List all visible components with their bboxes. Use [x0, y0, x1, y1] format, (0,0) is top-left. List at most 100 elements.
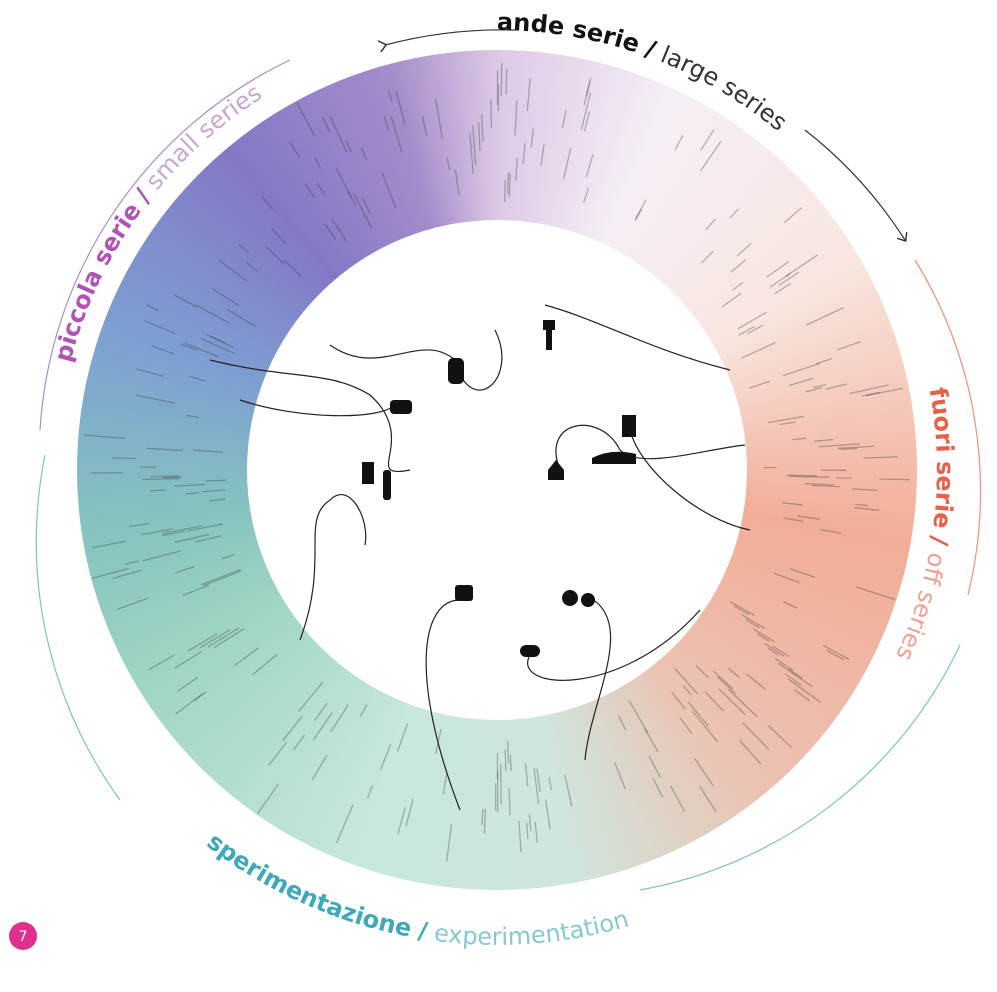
ring-text-stroke: [856, 587, 895, 600]
ring-text-stroke: [183, 585, 209, 595]
ring-text-stroke: [767, 261, 789, 277]
ring-text-stroke: [737, 243, 751, 256]
ring-text-stroke: [812, 485, 840, 486]
ring-text-stroke: [549, 777, 551, 790]
ring-text-stroke: [422, 116, 426, 136]
ring-text-stroke: [145, 321, 175, 334]
ring-text-stroke: [175, 295, 197, 307]
ring-text-stroke: [331, 704, 348, 732]
ring-text-stroke: [795, 690, 810, 701]
ring-text-stroke: [213, 289, 239, 306]
ring-text-stroke: [862, 392, 880, 396]
ring-text-stroke: [210, 499, 226, 501]
ring-text-stroke: [734, 606, 749, 615]
ring-text-stroke: [443, 773, 447, 794]
ring-text-stroke: [389, 91, 392, 103]
label-it: piccola serie: [49, 197, 147, 364]
ring-text-stroke: [653, 779, 662, 798]
ring-text-stroke: [290, 142, 300, 158]
arrow: [40, 60, 290, 430]
ring-text-stroke: [406, 799, 413, 826]
ring-text-stroke: [696, 666, 708, 678]
ring-text-stroke: [246, 262, 257, 271]
ring-text-stroke: [864, 457, 899, 458]
ring-text-stroke: [382, 173, 396, 208]
ring-text-stroke: [784, 518, 804, 521]
ring-text-stroke: [783, 363, 820, 375]
ring-text-stroke: [147, 305, 158, 310]
sep: /: [642, 34, 660, 63]
page-number: 7: [19, 929, 28, 945]
ring-text-stroke: [204, 570, 242, 585]
ring-text-stroke: [314, 703, 327, 721]
ring-text-stroke: [112, 458, 137, 459]
ring-text-stroke: [783, 602, 797, 608]
ring-text-stroke: [855, 504, 868, 505]
ring-text-stroke: [317, 183, 325, 196]
ring-text-stroke: [784, 208, 802, 223]
ring-text-stroke: [398, 723, 408, 751]
ring-text-stroke: [768, 726, 791, 748]
ring-text-stroke: [722, 293, 742, 307]
ring-text-stroke: [396, 91, 405, 124]
ring-text-stroke: [510, 755, 511, 771]
inner-circle: [247, 220, 747, 720]
ring-text-stroke: [713, 671, 732, 689]
ring-text-stroke: [671, 786, 685, 812]
ring-text-stroke: [730, 209, 738, 218]
sector-label: piccola serie / small series: [49, 79, 267, 365]
ring-text-stroke: [202, 490, 225, 492]
ring-text-stroke: [381, 744, 391, 770]
ring-text-stroke: [838, 342, 861, 350]
ring-text-stroke: [174, 535, 209, 543]
ring-text-stroke: [84, 435, 125, 438]
sector-label: grande serie / large series: [0, 0, 793, 137]
ring-text-stroke: [775, 658, 793, 670]
ring-text-stroke: [728, 668, 739, 678]
ring-text-stroke: [313, 712, 332, 740]
ring-text-stroke: [527, 78, 530, 111]
ring-text-stroke: [683, 686, 691, 695]
ring-text-stroke: [816, 359, 831, 364]
ring-text-stroke: [199, 630, 230, 648]
ring-text-stroke: [330, 116, 347, 152]
ring-text-stroke: [391, 117, 401, 152]
overlay: grande serie / large series fuori serie …: [0, 0, 997, 992]
ring-text-stroke: [178, 677, 198, 691]
label-it: sperimentazione: [202, 827, 414, 942]
sector-label: sperimentazione / experimentation: [202, 827, 632, 951]
ring-text-stroke: [336, 168, 352, 198]
ring-text-stroke: [272, 228, 286, 243]
ring-text-stroke: [482, 809, 483, 825]
ring-text-stroke: [206, 480, 226, 481]
ring-text-stroke: [325, 224, 336, 239]
arrow: [640, 645, 960, 890]
ring-text-stroke: [688, 702, 708, 726]
ring-text-stroke: [92, 541, 125, 547]
ring-text-stroke: [193, 450, 223, 452]
ring-text-stroke: [143, 551, 181, 561]
ring-text-stroke: [297, 103, 315, 137]
ring-text-stroke: [505, 180, 506, 202]
ring-text-stroke: [508, 172, 509, 194]
ring-text-stroke: [523, 143, 525, 164]
ring-text-stroke: [852, 489, 878, 490]
ring-text-stroke: [535, 822, 537, 843]
sector-label: fuori serie / off series: [890, 385, 959, 665]
ring-text-stroke: [615, 763, 626, 789]
ring-text-stroke: [529, 814, 531, 831]
ring-text-stroke: [706, 219, 716, 230]
ring-text-stroke: [778, 663, 812, 686]
ring-text-stroke: [780, 422, 796, 424]
ring-text-stroke: [283, 716, 303, 741]
ring-text-stroke: [629, 700, 648, 732]
ring-text-stroke: [618, 715, 625, 730]
ring-text-stroke: [564, 148, 571, 179]
ring-text-stroke: [562, 110, 565, 128]
ring-text-stroke: [368, 785, 373, 798]
ring-text-stroke: [117, 598, 149, 610]
label-it: grande serie: [0, 0, 643, 58]
ring-text-stroke: [188, 634, 217, 651]
ring-text-stroke: [806, 308, 843, 325]
ring-text-stroke: [537, 769, 540, 792]
